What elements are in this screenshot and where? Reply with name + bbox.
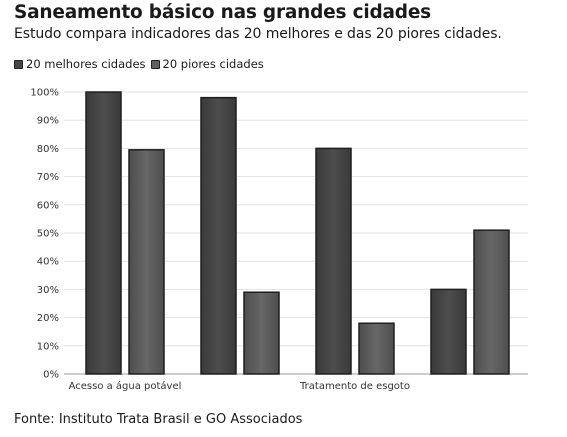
y-tick-label: 90% (37, 116, 59, 127)
legend-label-worst: 20 piores cidades (162, 57, 264, 71)
chart-subtitle: Estudo compara indicadores das 20 melhor… (14, 26, 502, 42)
bar-best (430, 288, 467, 375)
chart-title: Saneamento básico nas grandes cidades (14, 2, 431, 23)
y-tick-label: 50% (37, 229, 59, 240)
bar-best (85, 91, 122, 375)
y-tick-label: 10% (37, 341, 59, 352)
y-tick-label: 70% (37, 172, 59, 183)
bar-best (200, 96, 237, 375)
bar-worst (128, 149, 165, 375)
y-axis-ticks: 0% 10% 20% 30% 40% 50% 60% 70% 80% 90% 100% (30, 88, 59, 381)
legend-swatch-worst (150, 59, 160, 69)
bar-worst (473, 229, 510, 375)
y-tick-label: 80% (37, 144, 59, 155)
x-tick-label: Tratamento de esgoto (299, 381, 410, 392)
legend-swatch-best (14, 59, 23, 69)
bar-chart: 0% 10% 20% 30% 40% 50% 60% 70% 80% 90% 100% Acesso… (30, 88, 528, 392)
y-tick-label: 100% (30, 88, 59, 99)
legend-item-best: 20 melhores cidades (14, 57, 146, 71)
legend-item-worst: 20 piores cidades (150, 57, 264, 71)
y-tick-label: 60% (37, 200, 59, 211)
bar-worst (243, 291, 280, 375)
legend: 20 melhores cidades 20 piores cidades (14, 57, 269, 71)
source-note: Fonte: Instituto Trata Brasil e GO Assoc… (14, 412, 303, 427)
bars (85, 91, 510, 375)
y-tick-label: 0% (43, 370, 59, 381)
x-tick-label: Acesso a água potável (69, 380, 182, 392)
y-tick-label: 30% (37, 285, 59, 296)
bar-worst (358, 322, 395, 375)
bar-best (315, 147, 352, 375)
x-axis-labels: Acesso a água potável Tratamento de esgot… (69, 380, 410, 392)
y-tick-label: 20% (37, 313, 59, 324)
legend-label-best: 20 melhores cidades (26, 57, 146, 71)
y-tick-label: 40% (37, 257, 59, 268)
